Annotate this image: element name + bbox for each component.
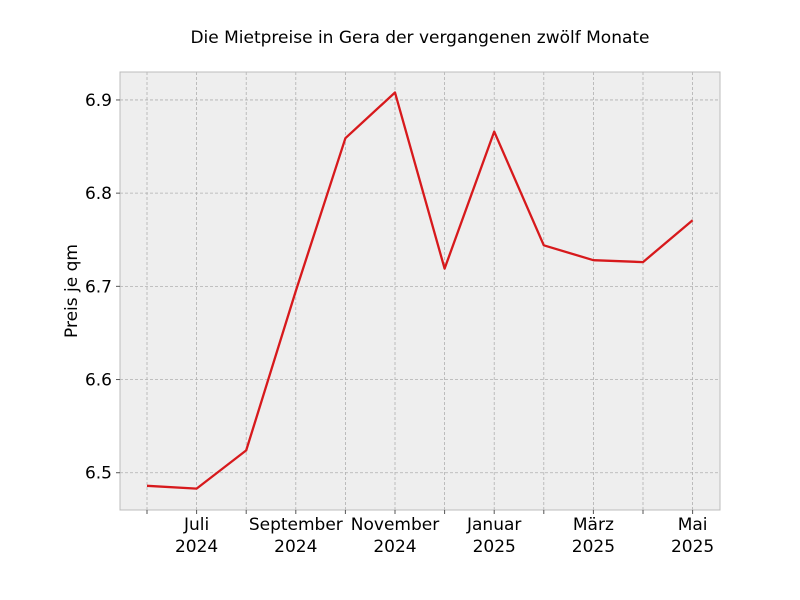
y-tick-label: 6.7 bbox=[85, 277, 112, 297]
y-tick-label: 6.6 bbox=[85, 371, 112, 391]
x-tick-label-month: März bbox=[573, 515, 614, 535]
series-line bbox=[146, 91, 694, 490]
x-tick-label-year: 2025 bbox=[671, 537, 714, 557]
grid-lines bbox=[120, 72, 720, 510]
x-tick-label-year: 2024 bbox=[274, 537, 317, 557]
x-tick-labels: Juli2024September2024November2024Januar2… bbox=[175, 515, 714, 557]
x-tick-label-month: September bbox=[249, 515, 343, 535]
axis-ticks bbox=[116, 99, 694, 514]
y-tick-label: 6.5 bbox=[85, 464, 112, 484]
x-tick-label-month: November bbox=[351, 515, 439, 535]
x-tick-label-year: 2024 bbox=[175, 537, 218, 557]
x-tick-label-month: Mai bbox=[678, 515, 708, 535]
y-tick-label: 6.8 bbox=[85, 184, 112, 204]
x-tick-label-year: 2024 bbox=[373, 537, 416, 557]
y-axis-label: Preis je qm bbox=[62, 244, 82, 338]
y-tick-label: 6.9 bbox=[85, 91, 112, 111]
x-tick-label-month: Januar bbox=[466, 515, 521, 535]
x-tick-label-year: 2025 bbox=[473, 537, 516, 557]
x-tick-label-year: 2025 bbox=[572, 537, 615, 557]
plot-frame bbox=[119, 71, 721, 511]
chart-title: Die Mietpreise in Gera der vergangenen z… bbox=[190, 28, 649, 48]
plot-area bbox=[120, 72, 720, 510]
x-tick-label-month: Juli bbox=[183, 515, 209, 535]
series-group bbox=[146, 91, 694, 490]
y-tick-labels: 6.5 6.6 6.7 6.8 6.9 bbox=[85, 91, 112, 484]
